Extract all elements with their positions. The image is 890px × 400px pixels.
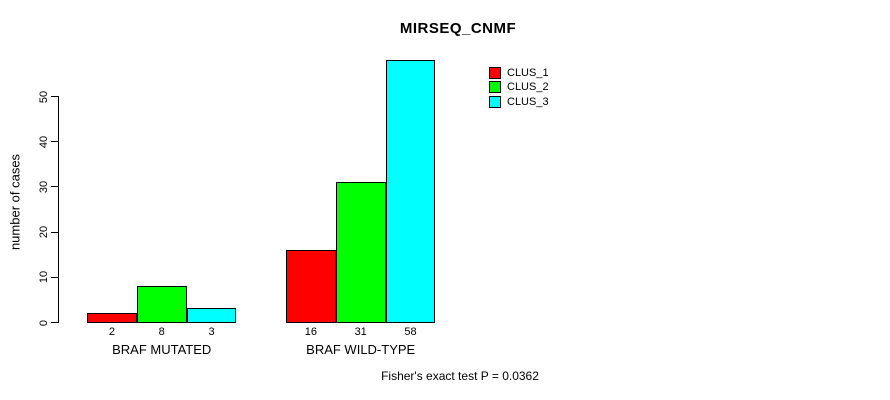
y-axis-tick (51, 96, 58, 97)
bar-clus_3-2 (385, 59, 436, 323)
y-axis-tick (51, 276, 58, 278)
legend-item: CLUS_2 (489, 80, 549, 94)
chart-title: MIRSEQ_CNMF (399, 20, 517, 37)
bar-value-label: 16 (304, 326, 318, 338)
y-axis-tick-label: 40 (38, 135, 50, 148)
bar-value-label: 31 (354, 326, 367, 338)
bar-clus_2-2 (335, 181, 386, 323)
y-axis-label: number of cases (7, 153, 23, 251)
y-axis-line (58, 96, 59, 323)
legend-label: CLUS_1 (507, 67, 549, 80)
legend-item: CLUS_3 (489, 95, 549, 109)
legend: CLUS_1 CLUS_2 CLUS_3 (489, 66, 549, 109)
y-axis-tick (51, 186, 58, 188)
bar-value-label: 8 (158, 326, 165, 338)
category-label: BRAF MUTATED (112, 342, 212, 357)
y-axis-tick (51, 231, 58, 233)
y-axis-tick-label: 20 (38, 225, 50, 239)
y-axis-tick (51, 141, 58, 143)
legend-item: CLUS_1 (489, 66, 549, 80)
bar-value-label: 2 (108, 326, 115, 338)
legend-swatch-clus_2 (489, 81, 501, 94)
y-axis-tick-label: 10 (38, 271, 50, 284)
bar-clus_1-2 (286, 249, 336, 323)
legend-label: CLUS_3 (507, 95, 549, 108)
bar-clus_1-1 (87, 312, 137, 323)
bar-value-label: 58 (404, 326, 417, 338)
bar-value-label: 3 (208, 326, 215, 338)
legend-label: CLUS_2 (507, 81, 549, 94)
y-axis-tick-label: 30 (38, 180, 50, 194)
category-label: BRAF WILD-TYPE (306, 342, 416, 357)
fisher-test-note: Fisher's exact test P = 0.0362 (381, 369, 539, 383)
y-axis-tick (51, 322, 58, 323)
legend-swatch-clus_3 (489, 95, 501, 108)
legend-swatch-clus_1 (489, 67, 501, 80)
y-axis-tick-label: 50 (38, 90, 50, 103)
bar-clus_2-1 (136, 285, 187, 323)
bar-clus_3-1 (186, 308, 237, 323)
y-axis-tick-label: 0 (38, 319, 50, 326)
